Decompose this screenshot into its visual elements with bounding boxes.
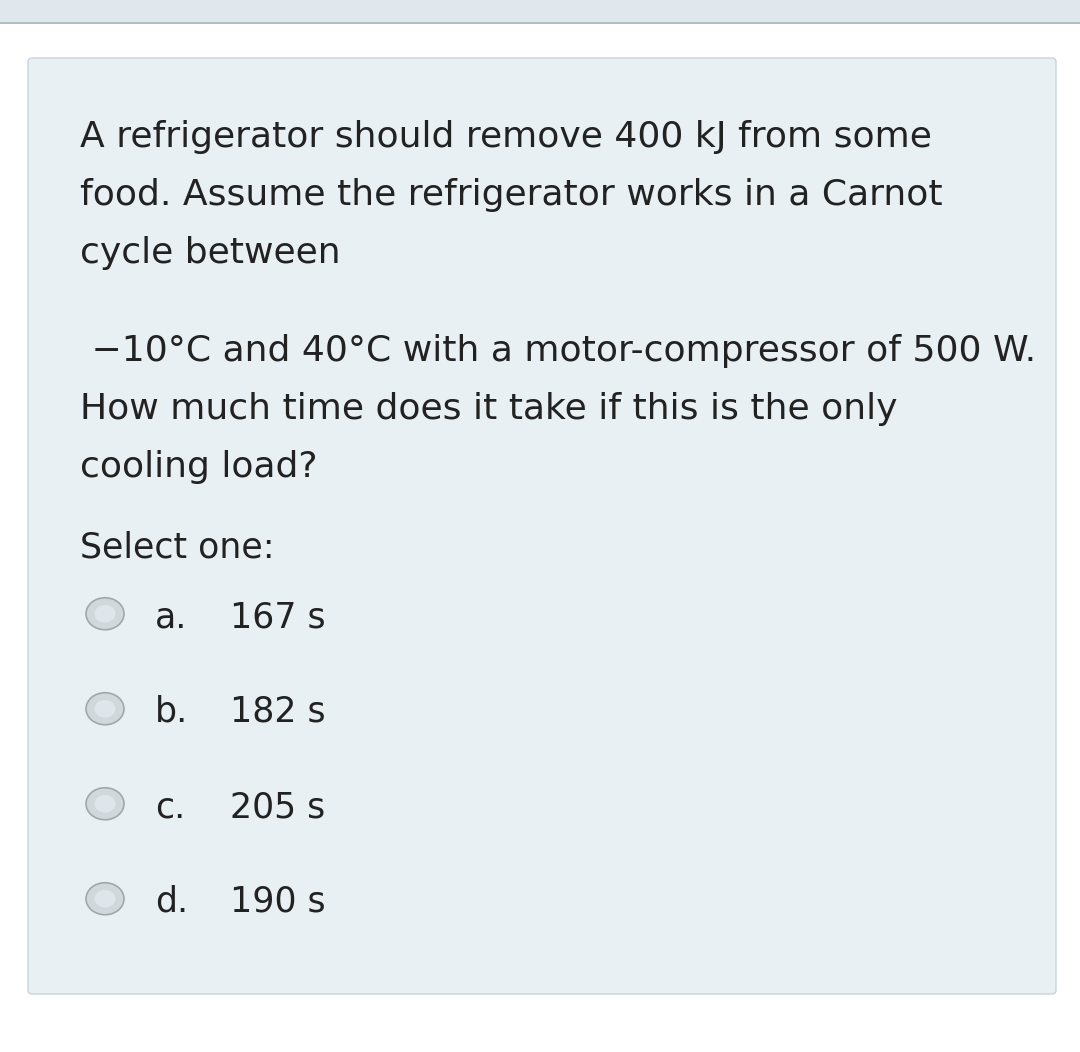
Ellipse shape <box>95 700 116 717</box>
Text: 182 s: 182 s <box>230 695 326 729</box>
Text: A refrigerator should remove 400 kJ from some: A refrigerator should remove 400 kJ from… <box>80 120 932 154</box>
Text: cycle between: cycle between <box>80 236 340 270</box>
Bar <box>0 0 1080 22</box>
Text: a.: a. <box>156 600 187 634</box>
Ellipse shape <box>86 598 124 630</box>
Ellipse shape <box>86 693 124 725</box>
Ellipse shape <box>95 605 116 623</box>
Ellipse shape <box>95 795 116 812</box>
Text: Select one:: Select one: <box>80 530 274 564</box>
FancyBboxPatch shape <box>28 58 1056 994</box>
Ellipse shape <box>95 890 116 908</box>
Ellipse shape <box>86 883 124 915</box>
Bar <box>0 22 1080 23</box>
Text: −10°C and 40°C with a motor-compressor of 500 W.: −10°C and 40°C with a motor-compressor o… <box>80 333 1036 368</box>
Text: d.: d. <box>156 885 188 919</box>
Text: 190 s: 190 s <box>230 885 326 919</box>
Text: c.: c. <box>156 790 186 824</box>
Text: How much time does it take if this is the only: How much time does it take if this is th… <box>80 392 897 426</box>
Text: 167 s: 167 s <box>230 600 326 634</box>
Text: b.: b. <box>156 695 188 729</box>
Ellipse shape <box>86 788 124 820</box>
Text: food. Assume the refrigerator works in a Carnot: food. Assume the refrigerator works in a… <box>80 178 943 213</box>
Text: cooling load?: cooling load? <box>80 450 318 484</box>
Text: 205 s: 205 s <box>230 790 325 824</box>
